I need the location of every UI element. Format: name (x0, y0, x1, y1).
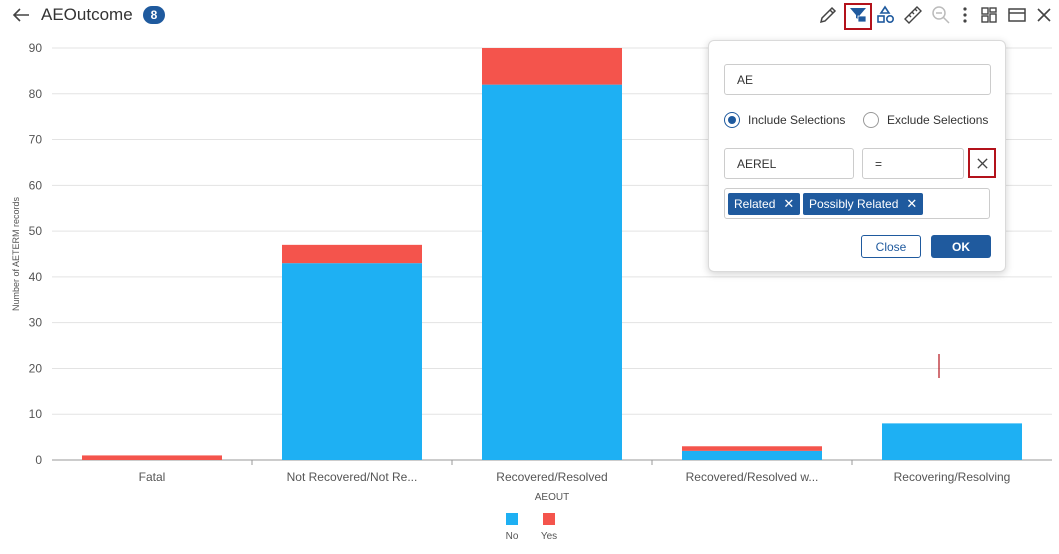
selected-value-tag: Related ✕ (728, 193, 801, 215)
close-icon (976, 157, 988, 169)
selected-values-box[interactable]: Related ✕ Possibly Related ✕ (724, 188, 990, 219)
ruler-icon[interactable] (902, 4, 924, 26)
filter-popup: Include Selections Exclude Selections Re… (708, 40, 1006, 272)
y-tick-label: 70 (29, 133, 43, 147)
y-tick-label: 90 (29, 41, 43, 55)
y-tick-labels: 0 10 20 30 40 50 60 70 80 90 (29, 41, 43, 467)
include-selections-radio[interactable]: Include Selections (724, 110, 845, 130)
y-tick-label: 20 (29, 361, 43, 375)
operator-input[interactable] (862, 148, 964, 179)
y-axis-label: Number of AETERM records (11, 196, 21, 311)
exclude-selections-radio[interactable]: Exclude Selections (863, 110, 988, 130)
bar-yes (482, 48, 622, 85)
filter-button-highlight (844, 3, 872, 30)
bar-yes (682, 446, 822, 451)
bar-no (482, 84, 622, 460)
legend-label: Yes (541, 531, 557, 542)
legend-swatch (506, 513, 518, 525)
y-tick-label: 10 (29, 407, 43, 421)
x-axis-label: AEOUT (535, 492, 569, 503)
more-vertical-icon[interactable] (954, 4, 976, 26)
y-tick-label: 60 (29, 178, 43, 192)
y-tick-label: 0 (35, 453, 42, 467)
close-button[interactable]: Close (861, 235, 921, 258)
remove-tag-icon[interactable]: ✕ (783, 196, 795, 211)
x-tick-label: Recovered/Resolved (496, 470, 607, 484)
bars (82, 48, 1022, 460)
zoom-out-icon[interactable] (930, 4, 952, 26)
y-tick-label: 30 (29, 316, 43, 330)
back-arrow-icon[interactable] (10, 4, 32, 26)
x-tick-label: Recovering/Resolving (894, 470, 1011, 484)
tag-label: Possibly Related (809, 197, 899, 211)
x-tick-label: Fatal (139, 470, 166, 484)
count-badge: 8 (143, 6, 165, 24)
legend-label: No (506, 531, 519, 542)
y-tick-label: 40 (29, 270, 43, 284)
tag-label: Related (734, 197, 776, 211)
include-radio-dot[interactable] (724, 112, 740, 128)
legend: No Yes (506, 513, 557, 542)
bar-yes (282, 244, 422, 264)
remove-tag-icon[interactable]: ✕ (906, 196, 918, 211)
variable-input[interactable] (724, 148, 854, 179)
exclude-radio-dot[interactable] (863, 112, 879, 128)
page-title: AEOutcome (41, 5, 133, 24)
bar-yes (82, 455, 222, 460)
selected-value-tag: Possibly Related ✕ (803, 193, 924, 215)
remove-condition-button[interactable] (968, 148, 996, 178)
filter-icon[interactable] (847, 4, 869, 26)
exclude-selections-label: Exclude Selections (887, 113, 989, 127)
x-axis: Fatal Not Recovered/Not Re... Recovered/Re… (139, 460, 1011, 484)
x-tick-label: Recovered/Resolved w... (686, 470, 819, 484)
y-tick-label: 50 (29, 224, 43, 238)
x-tick-label: Not Recovered/Not Re... (287, 470, 418, 484)
include-selections-label: Include Selections (748, 113, 846, 127)
grid-layout-icon[interactable] (978, 4, 1000, 26)
panel-icon[interactable] (1006, 4, 1028, 26)
legend-swatch (543, 513, 555, 525)
pencil-icon[interactable] (817, 4, 839, 26)
shapes-icon[interactable] (874, 4, 896, 26)
dataset-input[interactable] (724, 64, 991, 95)
bar-no (682, 450, 822, 460)
ok-button[interactable]: OK (931, 235, 991, 258)
bar-no (882, 423, 1022, 460)
close-icon[interactable] (1033, 4, 1055, 26)
chart-header: AEOutcome 8 (0, 0, 1059, 32)
y-tick-label: 80 (29, 87, 43, 101)
bar-no (282, 263, 422, 460)
